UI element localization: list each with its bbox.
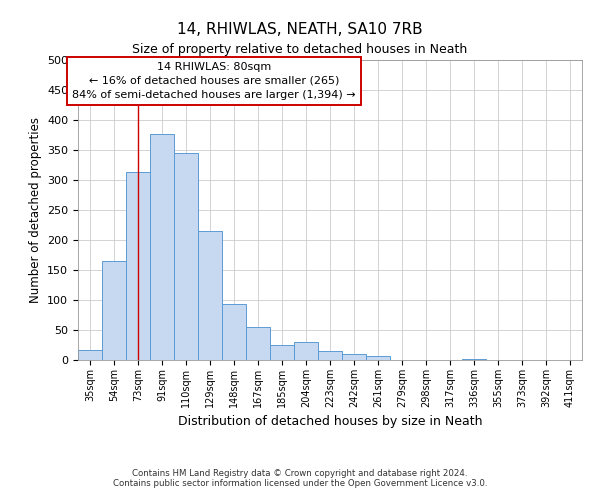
Bar [294, 342, 318, 360]
Bar [198, 231, 222, 360]
Y-axis label: Number of detached properties: Number of detached properties [29, 117, 41, 303]
Bar [150, 134, 174, 360]
Bar [126, 172, 150, 360]
Text: Size of property relative to detached houses in Neath: Size of property relative to detached ho… [133, 42, 467, 56]
X-axis label: Distribution of detached houses by size in Neath: Distribution of detached houses by size … [178, 416, 482, 428]
Bar [318, 351, 342, 360]
Bar [174, 153, 198, 360]
Bar [102, 261, 126, 360]
Bar [78, 350, 102, 360]
Bar [270, 345, 294, 360]
Bar [366, 356, 390, 360]
Bar [222, 304, 246, 360]
Bar [462, 359, 486, 360]
Text: 14, RHIWLAS, NEATH, SA10 7RB: 14, RHIWLAS, NEATH, SA10 7RB [177, 22, 423, 38]
Text: Contains public sector information licensed under the Open Government Licence v3: Contains public sector information licen… [113, 479, 487, 488]
Text: Contains HM Land Registry data © Crown copyright and database right 2024.: Contains HM Land Registry data © Crown c… [132, 469, 468, 478]
Text: 14 RHIWLAS: 80sqm
← 16% of detached houses are smaller (265)
84% of semi-detache: 14 RHIWLAS: 80sqm ← 16% of detached hous… [72, 62, 356, 100]
Bar [342, 354, 366, 360]
Bar [246, 327, 270, 360]
